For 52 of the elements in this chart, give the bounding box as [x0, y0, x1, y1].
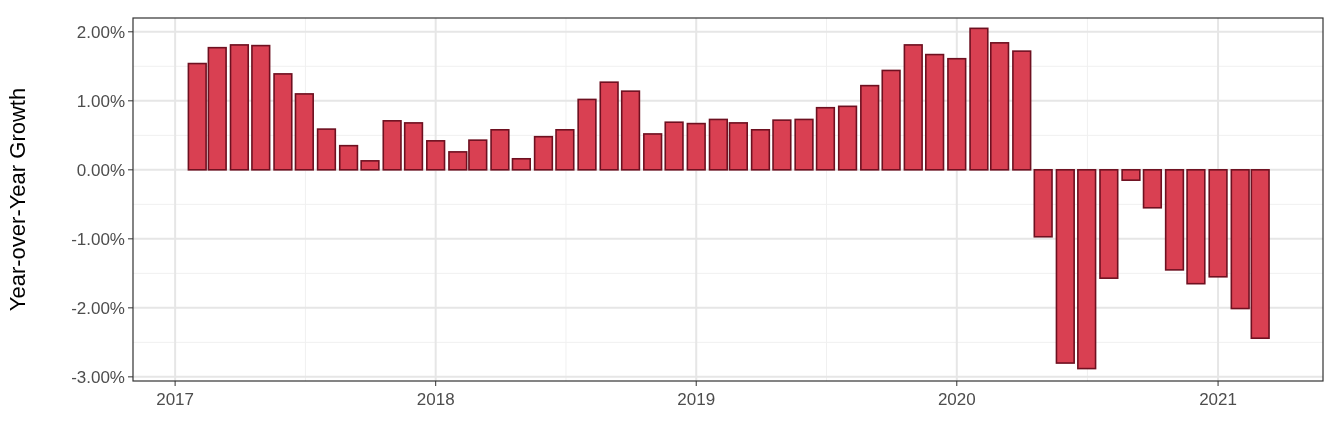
bar [1077, 169, 1097, 370]
x-tick-label: 2017 [156, 390, 195, 409]
bar [294, 93, 314, 171]
bar [947, 57, 967, 171]
bar [1121, 169, 1141, 181]
bar [382, 120, 402, 171]
bar [643, 133, 663, 171]
bar [251, 44, 271, 171]
bar [1099, 169, 1119, 279]
bar [1164, 169, 1185, 271]
bar [794, 118, 814, 171]
bar [490, 129, 510, 171]
bar [1033, 169, 1053, 238]
y-tick-label: 2.00% [76, 22, 125, 42]
bar [750, 129, 771, 171]
bar [860, 84, 880, 171]
x-tick-label: 2019 [677, 390, 716, 409]
bar [338, 144, 359, 171]
bar [1055, 169, 1075, 364]
bar [555, 129, 575, 171]
bar [772, 119, 792, 171]
x-tick-label: 2020 [937, 390, 976, 409]
bar [599, 81, 619, 171]
bar [1142, 169, 1163, 209]
y-tick-label: -3.00% [71, 367, 125, 387]
bar [925, 53, 945, 171]
bar [511, 157, 531, 171]
y-tick-label: -1.00% [71, 229, 125, 249]
bar [903, 44, 923, 171]
bar [881, 69, 901, 171]
bar [577, 98, 597, 171]
bar [1208, 169, 1228, 278]
x-tick-label: 2021 [1199, 390, 1237, 409]
bar [664, 121, 684, 171]
bar [686, 122, 706, 171]
bar [815, 106, 836, 171]
y-tick-label: 0.00% [76, 160, 125, 180]
bar [403, 122, 424, 171]
bar [360, 160, 380, 171]
bar [273, 73, 293, 171]
y-tick-label: -2.00% [71, 298, 125, 318]
y-axis-title: Year-over-Year Growth [5, 87, 30, 312]
bar [229, 44, 250, 171]
bar [620, 90, 641, 171]
bar [426, 140, 446, 171]
x-tick-label: 2018 [416, 390, 455, 409]
bar [1186, 169, 1206, 285]
bar [316, 128, 337, 171]
bar [837, 105, 858, 171]
y-tick-label: 1.00% [76, 91, 125, 111]
bar [533, 135, 554, 171]
bar [1012, 50, 1032, 171]
